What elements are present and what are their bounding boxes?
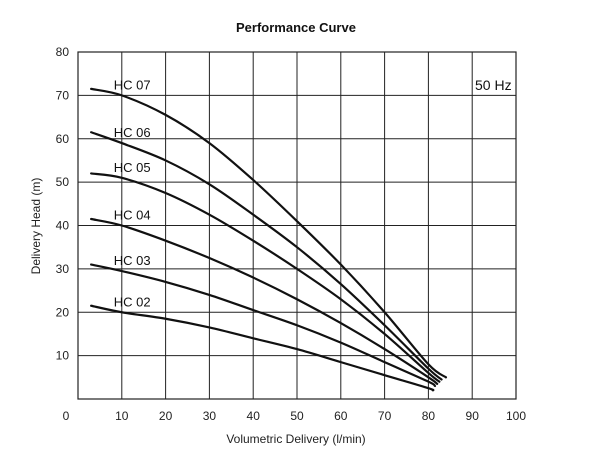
y-tick-label: 50 bbox=[56, 175, 70, 189]
y-tick-label: 70 bbox=[56, 88, 70, 102]
series-label-hc-06: HC 06 bbox=[114, 125, 151, 140]
y-tick-label: 30 bbox=[56, 262, 70, 276]
series-line-hc-06 bbox=[90, 131, 443, 381]
y-tick-label: 80 bbox=[56, 45, 70, 59]
series-line-hc-02 bbox=[90, 304, 435, 392]
x-tick-label: 50 bbox=[290, 409, 304, 423]
x-tick-label: 70 bbox=[378, 409, 392, 423]
series-labels: HC 07 HC 06 HC 05 HC 04 HC 03 HC 02 bbox=[114, 77, 151, 309]
x-tick-label: 10 bbox=[115, 409, 129, 423]
x-axis-label: Volumetric Delivery (l/min) bbox=[226, 432, 365, 446]
x-tick-label: 20 bbox=[159, 409, 173, 423]
x-tick-label: 80 bbox=[422, 409, 436, 423]
y-tick-labels: 10 20 30 40 50 60 70 80 bbox=[56, 45, 70, 363]
x-tick-label: 90 bbox=[466, 409, 480, 423]
x-tick-labels: 0 10 20 30 40 50 60 70 80 90 100 bbox=[63, 409, 527, 423]
series-line-hc-03 bbox=[90, 263, 437, 388]
series-line-hc-07 bbox=[90, 87, 448, 379]
chart-title: Performance Curve bbox=[236, 20, 356, 35]
series-curves bbox=[90, 87, 448, 392]
series-label-hc-03: HC 03 bbox=[114, 253, 151, 268]
y-tick-label: 20 bbox=[56, 305, 70, 319]
series-label-hc-05: HC 05 bbox=[114, 160, 151, 175]
series-line-hc-04 bbox=[90, 217, 439, 385]
frequency-annotation: 50 Hz bbox=[475, 77, 512, 93]
x-tick-label: 0 bbox=[63, 409, 70, 423]
x-tick-label: 40 bbox=[247, 409, 261, 423]
series-label-hc-04: HC 04 bbox=[114, 208, 151, 223]
y-axis-label: Delivery Head (m) bbox=[29, 178, 43, 275]
grid-lines bbox=[78, 52, 516, 399]
series-label-hc-02: HC 02 bbox=[114, 294, 151, 309]
series-line-hc-05 bbox=[90, 172, 441, 383]
plot-frame bbox=[77, 51, 517, 400]
series-label-hc-07: HC 07 bbox=[114, 77, 151, 92]
x-tick-label: 100 bbox=[506, 409, 526, 423]
x-tick-label: 60 bbox=[334, 409, 348, 423]
y-tick-label: 60 bbox=[56, 132, 70, 146]
y-tick-label: 10 bbox=[56, 349, 70, 363]
y-tick-label: 40 bbox=[56, 219, 70, 233]
x-tick-label: 30 bbox=[203, 409, 217, 423]
